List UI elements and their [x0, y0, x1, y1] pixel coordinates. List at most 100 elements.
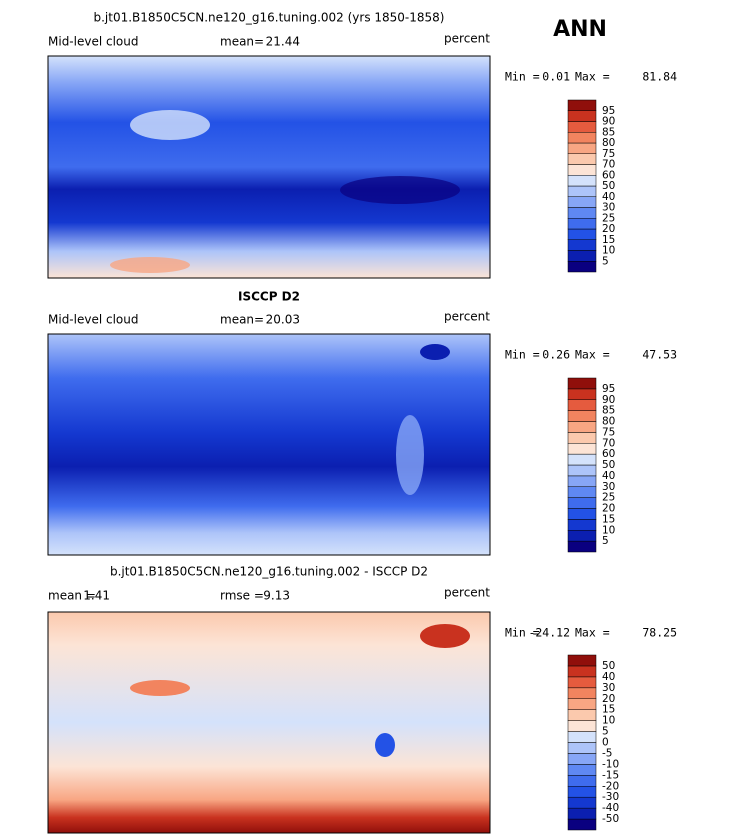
colorbar-label: 90 — [602, 116, 615, 128]
colorbar-box — [567, 218, 597, 230]
colorbar-box — [567, 239, 597, 251]
map-feature — [420, 344, 450, 360]
min-label: Min = — [505, 70, 540, 84]
season-label: ANN — [553, 17, 607, 42]
colorbar-label: -50 — [602, 813, 619, 825]
stat-value: 20.03 — [266, 313, 300, 327]
colorbar-label: 60 — [602, 448, 615, 460]
colorbar-label: 5 — [602, 255, 609, 267]
colorbar-label: 95 — [602, 105, 615, 117]
colorbar-label: 5 — [602, 535, 609, 547]
colorbar-box — [567, 377, 597, 390]
colorbar-box — [567, 185, 597, 197]
colorbar-box — [567, 786, 597, 798]
colorbar-label: 25 — [602, 212, 615, 224]
colorbar-label: 25 — [602, 492, 615, 504]
colorbar-box — [567, 388, 597, 400]
colorbar-label: 50 — [602, 180, 615, 192]
panel-title: b.jt01.B1850C5CN.ne120_g16.tuning.002 - … — [110, 565, 428, 579]
colorbar-label: 70 — [602, 159, 615, 171]
variable-label: Mid-level cloud — [48, 35, 138, 49]
colorbar-label: 50 — [602, 660, 615, 672]
colorbar-box — [567, 486, 597, 498]
max-value: 78.25 — [642, 626, 677, 640]
colorbar-label: 30 — [602, 481, 615, 493]
colorbar-box — [567, 132, 597, 144]
colorbar-box — [567, 464, 597, 477]
colorbar-label: -20 — [602, 780, 619, 792]
min-label: Min = — [505, 348, 540, 362]
colorbar-label: 50 — [602, 459, 615, 471]
min-label: Min = — [505, 626, 540, 640]
variable-label: Mid-level cloud — [48, 313, 138, 327]
colorbar-label: 85 — [602, 126, 615, 138]
colorbar-box — [567, 775, 597, 787]
map-feature — [110, 257, 190, 273]
colorbar-label: 80 — [602, 416, 615, 428]
panel-title: ISCCP D2 — [238, 290, 300, 304]
map-panel — [47, 611, 491, 834]
colorbar-box — [567, 796, 597, 809]
colorbar-box — [567, 410, 597, 422]
colorbar-box — [567, 818, 597, 831]
units-label: percent — [444, 586, 490, 600]
colorbar-label: 15 — [602, 513, 615, 525]
colorbar-label: 20 — [602, 223, 615, 235]
colorbar-label: 10 — [602, 715, 615, 727]
colorbar-box — [567, 709, 597, 721]
colorbar-box — [567, 175, 597, 187]
colorbar-box — [567, 475, 597, 487]
min-value: -24.12 — [528, 626, 570, 640]
colorbar-label: 10 — [602, 524, 615, 536]
colorbar-label: 5 — [602, 726, 609, 738]
colorbar-box — [567, 421, 597, 433]
map-feature — [396, 415, 424, 495]
stat-value: 21.44 — [266, 35, 300, 49]
colorbar-box — [567, 443, 597, 455]
map-feature — [130, 110, 210, 140]
colorbar-label: 75 — [602, 426, 615, 438]
map — [47, 333, 491, 556]
colorbar-box — [567, 453, 597, 466]
map — [47, 55, 491, 279]
colorbar-box — [567, 228, 597, 240]
stat-label: mean= — [220, 313, 264, 327]
colorbar-label: 20 — [602, 503, 615, 515]
colorbar-box — [567, 196, 597, 208]
map-panel — [47, 55, 491, 279]
colorbar-label: 60 — [602, 169, 615, 181]
map — [47, 611, 491, 834]
colorbar-box — [567, 764, 597, 776]
stat-label: mean = — [48, 589, 96, 603]
colorbar-box — [567, 753, 597, 765]
colorbar-box — [567, 399, 597, 411]
colorbar-label: 75 — [602, 148, 615, 160]
map-feature — [420, 624, 470, 648]
colorbar-label: 0 — [602, 737, 609, 749]
colorbar-box — [567, 665, 597, 678]
colorbar-box — [567, 698, 597, 710]
colorbar-label: -15 — [602, 769, 619, 781]
colorbar-box — [567, 121, 597, 133]
colorbar-box — [567, 250, 597, 262]
colorbar-box — [567, 153, 597, 165]
colorbar-box — [567, 142, 597, 154]
colorbar-label: 80 — [602, 137, 615, 149]
colorbar-label: 95 — [602, 383, 615, 395]
colorbar-box — [567, 508, 597, 520]
colorbar-label: 10 — [602, 245, 615, 257]
colorbar-box — [567, 164, 597, 176]
stat-value: 1.41 — [83, 589, 110, 603]
colorbar-label: 30 — [602, 202, 615, 214]
colorbar-label: 20 — [602, 693, 615, 705]
max-value: 81.84 — [642, 70, 677, 84]
colorbar-label: 85 — [602, 405, 615, 417]
colorbar-box — [567, 110, 597, 122]
min-value: 0.26 — [542, 348, 570, 362]
max-label: Max = — [575, 626, 610, 640]
colorbar-label: -10 — [602, 758, 619, 770]
colorbar-box — [567, 99, 597, 111]
colorbar-label: 15 — [602, 234, 615, 246]
colorbar-label: 90 — [602, 394, 615, 406]
